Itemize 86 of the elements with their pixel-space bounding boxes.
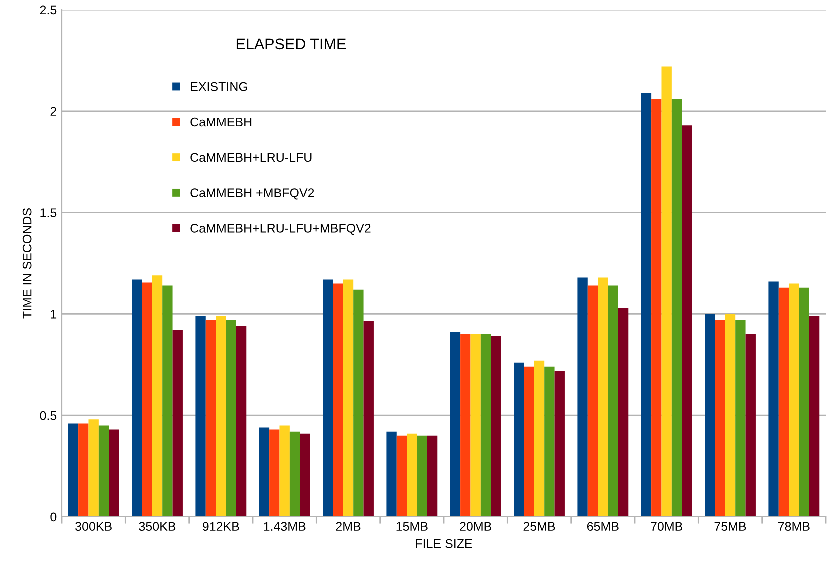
bar <box>323 280 334 517</box>
bar <box>799 288 810 517</box>
bar <box>736 320 746 517</box>
bar <box>491 336 502 517</box>
bar <box>364 321 374 517</box>
bar <box>206 320 216 517</box>
bar <box>778 288 790 517</box>
bar <box>480 334 492 517</box>
bar <box>725 314 736 517</box>
y-axis-title: TIME IN SECONDS <box>22 208 32 319</box>
bar <box>417 436 428 517</box>
bar <box>300 434 310 517</box>
bar <box>715 320 726 517</box>
x-tick-label: 912KB <box>202 522 240 532</box>
bar <box>544 366 555 517</box>
bar <box>746 334 756 517</box>
legend-label: EXISTING <box>191 82 248 92</box>
bar <box>162 286 173 517</box>
bar <box>270 430 280 517</box>
bar <box>578 278 588 517</box>
bar <box>809 316 820 517</box>
bar <box>109 430 120 517</box>
x-axis-title: FILE SIZE <box>416 539 472 548</box>
bar <box>78 424 89 517</box>
bar <box>514 362 524 517</box>
x-tick-label: 15MB <box>396 522 428 532</box>
bar <box>216 316 226 517</box>
bar <box>142 282 152 517</box>
bar <box>652 99 662 517</box>
y-tick-label: 0 <box>50 512 57 522</box>
x-tick-label: 2MB <box>336 522 361 531</box>
bar <box>236 326 247 517</box>
bar <box>152 276 163 517</box>
bar <box>354 290 364 517</box>
bar <box>333 284 344 517</box>
y-tick-label: 1 <box>51 310 57 319</box>
bar <box>88 420 99 517</box>
bar <box>68 424 79 517</box>
bar <box>396 436 408 517</box>
x-tick-label: 20MB <box>460 522 492 532</box>
bar <box>598 278 608 517</box>
bar <box>407 434 418 517</box>
bar <box>705 314 716 517</box>
bar <box>290 432 300 517</box>
bar <box>789 284 800 517</box>
bar <box>682 126 692 517</box>
legend-label: CaMMEBH +MBFQV2 <box>190 188 314 200</box>
bar <box>662 66 672 517</box>
y-tick-label: 1.5 <box>40 208 57 218</box>
bar <box>386 432 397 517</box>
bar <box>343 280 354 517</box>
legend-label: CaMMEBH+LRU-LFU+MBFQV2 <box>190 224 371 236</box>
y-tick-label: 2.5 <box>40 6 57 15</box>
bar <box>172 330 183 517</box>
bar <box>259 428 270 517</box>
x-tick-label: 1.43MB <box>264 522 306 532</box>
x-tick-label: 70MB <box>651 522 682 532</box>
bar <box>524 366 534 517</box>
bar <box>280 426 290 517</box>
bar <box>226 320 236 517</box>
x-tick-label: 65MB <box>587 522 619 532</box>
bar <box>470 334 481 517</box>
bar <box>98 426 110 517</box>
bar <box>450 332 461 517</box>
x-tick-label: 25MB <box>524 522 556 532</box>
bar <box>427 436 438 517</box>
x-tick-label: 350KB <box>139 522 176 532</box>
x-tick-label: 300KB <box>76 522 112 532</box>
x-tick-label: 78MB <box>778 522 810 532</box>
bar <box>554 370 565 517</box>
bar <box>618 308 629 517</box>
y-tick-label: 0.5 <box>40 411 57 420</box>
legend-label: CaMMEBH <box>190 118 252 127</box>
bar <box>460 334 471 517</box>
bar <box>768 282 779 517</box>
x-tick-label: 75MB <box>714 522 746 532</box>
bar <box>641 93 652 517</box>
y-tick-label: 2 <box>50 107 57 116</box>
bar <box>588 286 598 517</box>
text: ELAPSED TIME <box>236 38 346 50</box>
bar <box>196 316 206 517</box>
bar <box>672 99 682 517</box>
bar <box>608 286 618 517</box>
legend-label: CaMMEBH+LRU-LFU <box>190 153 312 162</box>
bar <box>132 280 142 517</box>
bar <box>534 360 545 517</box>
